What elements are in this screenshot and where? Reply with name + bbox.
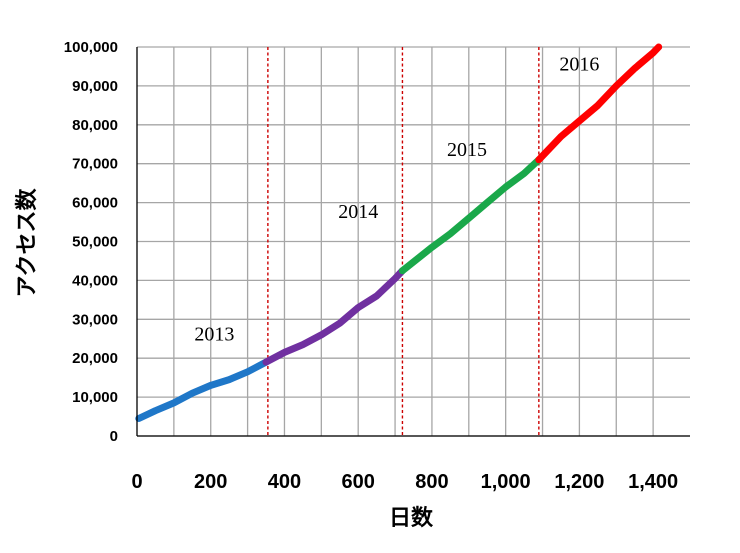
x-tick-labels: 0 200 400 600 800 1,000 1,200 1,400: [131, 471, 678, 493]
x-tick-label: 1,000: [481, 471, 531, 493]
year-boundary-lines: [267, 47, 540, 436]
y-tick-label: 90,000: [72, 78, 118, 95]
y-tick-label: 30,000: [72, 311, 118, 328]
x-axis-title: 日数: [389, 505, 434, 531]
y-tick-label: 50,000: [72, 234, 118, 251]
annotation-2014: 2014: [338, 201, 378, 223]
annotation-2015: 2015: [447, 139, 487, 161]
y-tick-label: 10,000: [72, 389, 118, 406]
x-tick-label: 200: [194, 471, 227, 493]
axes: [136, 47, 690, 437]
series-line-2015: [398, 156, 543, 275]
x-tick-label: 600: [342, 471, 375, 493]
x-tick-label: 1,200: [554, 471, 604, 493]
x-tick-label: 0: [131, 471, 142, 493]
x-tick-label: 400: [268, 471, 301, 493]
y-axis-title: アクセス数: [14, 188, 40, 298]
y-tick-label: 40,000: [72, 272, 118, 289]
y-tick-label: 20,000: [72, 350, 118, 367]
y-tick-label: 80,000: [72, 117, 118, 134]
y-tick-labels: 0 10,000 20,000 30,000 40,000 50,000 60,000 70,…: [64, 39, 118, 445]
series-line-2013: [135, 358, 270, 422]
series-line-2014: [262, 267, 406, 366]
y-tick-label: 60,000: [72, 195, 118, 212]
year-annotations: 2013 2014 2015 2016: [194, 53, 599, 345]
annotation-2016: 2016: [559, 53, 599, 75]
series-line-2016: [535, 43, 663, 164]
y-tick-label: 100,000: [64, 39, 118, 56]
y-tick-label: 70,000: [72, 156, 118, 173]
grid: [137, 46, 690, 437]
x-tick-label: 800: [415, 471, 448, 493]
x-tick-label: 1,400: [628, 471, 678, 493]
annotation-2013: 2013: [194, 324, 234, 346]
y-tick-label: 0: [110, 428, 118, 445]
series-group: [135, 43, 663, 422]
